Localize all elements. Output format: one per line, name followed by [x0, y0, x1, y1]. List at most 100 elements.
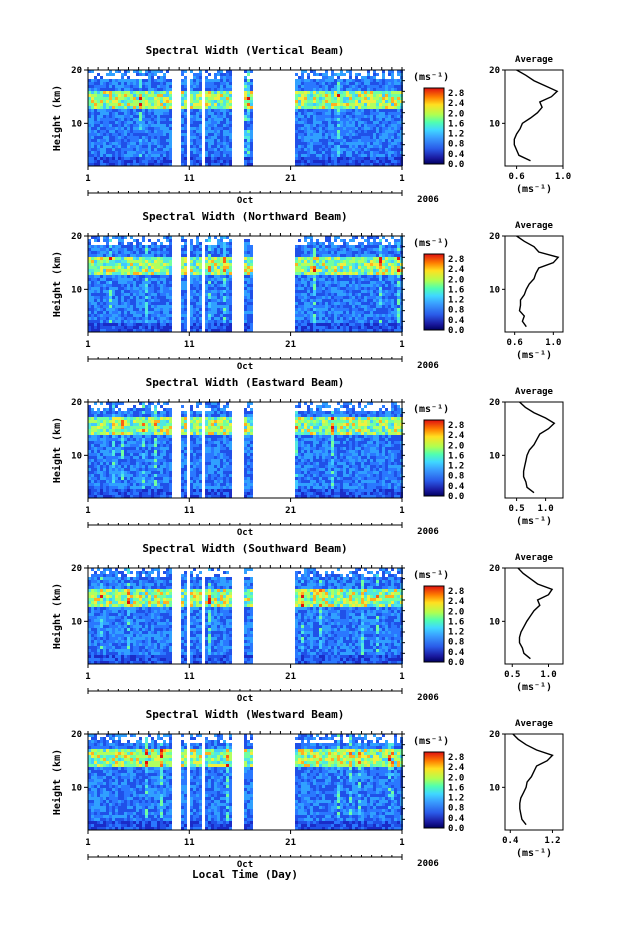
heatmap-cell — [130, 100, 133, 103]
heatmap-cell — [190, 311, 193, 314]
heatmap-cell — [358, 163, 361, 166]
heatmap-cell — [358, 245, 361, 248]
heatmap-cell — [130, 88, 133, 91]
heatmap-cell — [148, 299, 151, 302]
heatmap-cell — [217, 142, 220, 145]
heatmap-cell — [373, 254, 376, 257]
heatmap-cell — [199, 269, 202, 272]
heatmap-cell — [334, 88, 337, 91]
heatmap-cell — [385, 314, 388, 317]
heatmap-cell — [226, 293, 229, 296]
heatmap-cell — [385, 103, 388, 106]
heatmap-cell — [355, 320, 358, 323]
heatmap-cell — [319, 254, 322, 257]
heatmap-cell — [367, 148, 370, 151]
heatmap-cell — [367, 290, 370, 293]
heatmap-cell — [157, 248, 160, 251]
heatmap-cell — [109, 245, 112, 248]
heatmap-cell — [328, 115, 331, 118]
heatmap-cell — [367, 293, 370, 296]
heatmap-cell — [343, 127, 346, 130]
heatmap-cell — [214, 272, 217, 275]
heatmap-cell — [112, 85, 115, 88]
heatmap-cell — [109, 151, 112, 154]
heatmap-cell — [139, 121, 142, 124]
heatmap-cell — [244, 79, 247, 82]
heatmap-cell — [157, 257, 160, 260]
heatmap-cell — [229, 73, 232, 76]
heatmap-cell — [367, 248, 370, 251]
heatmap-cell — [250, 317, 253, 320]
heatmap-cell — [196, 254, 199, 257]
heatmap-cell — [340, 278, 343, 281]
heatmap-cell — [112, 100, 115, 103]
heatmap-cell — [166, 139, 169, 142]
heatmap-cell — [199, 290, 202, 293]
heatmap-cell — [370, 314, 373, 317]
heatmap-cell — [346, 127, 349, 130]
heatmap-cell — [310, 100, 313, 103]
heatmap-cell — [148, 139, 151, 142]
heatmap-cell — [124, 82, 127, 85]
heatmap-cell — [169, 275, 172, 278]
heatmap-cell — [118, 239, 121, 242]
heatmap-cell — [166, 299, 169, 302]
heatmap-cell — [160, 97, 163, 100]
heatmap-cell — [394, 112, 397, 115]
heatmap-cell — [229, 85, 232, 88]
heatmap-cell — [190, 329, 193, 332]
heatmap-cell — [331, 130, 334, 133]
heatmap-cell — [136, 79, 139, 82]
heatmap-cell — [193, 314, 196, 317]
heatmap-cell — [310, 127, 313, 130]
heatmap-cell — [124, 145, 127, 148]
heatmap-cell — [91, 326, 94, 329]
heatmap-cell — [361, 112, 364, 115]
heatmap-cell — [160, 314, 163, 317]
heatmap-cell — [337, 248, 340, 251]
heatmap-cell — [247, 326, 250, 329]
heatmap-cell — [169, 272, 172, 275]
heatmap-cell — [250, 311, 253, 314]
heatmap-cell — [220, 284, 223, 287]
heatmap-cell — [115, 245, 118, 248]
heatmap-cell — [388, 272, 391, 275]
heatmap-cell — [100, 311, 103, 314]
heatmap-cell — [247, 290, 250, 293]
heatmap-cell — [142, 293, 145, 296]
heatmap-cell — [154, 70, 157, 73]
heatmap-cell — [298, 317, 301, 320]
heatmap-cell — [217, 281, 220, 284]
heatmap-cell — [355, 323, 358, 326]
heatmap-cell — [346, 133, 349, 136]
heatmap-cell — [208, 88, 211, 91]
heatmap-cell — [298, 136, 301, 139]
heatmap-cell — [217, 91, 220, 94]
heatmap-cell — [88, 139, 91, 142]
heatmap-cell — [355, 121, 358, 124]
heatmap-cell — [325, 136, 328, 139]
heatmap-cell — [244, 148, 247, 151]
heatmap-cell — [127, 145, 130, 148]
heatmap-cell — [244, 121, 247, 124]
heatmap-cell — [184, 160, 187, 163]
heatmap-cell — [361, 139, 364, 142]
heatmap-cell — [331, 124, 334, 127]
heatmap-cell — [106, 269, 109, 272]
heatmap-cell — [88, 239, 91, 242]
heatmap-cell — [100, 326, 103, 329]
heatmap-cell — [331, 145, 334, 148]
heatmap-cell — [181, 254, 184, 257]
heatmap-cell — [127, 136, 130, 139]
heatmap-cell — [136, 118, 139, 121]
heatmap-cell — [169, 302, 172, 305]
heatmap-cell — [307, 163, 310, 166]
heatmap-cell — [346, 88, 349, 91]
heatmap-cell — [130, 136, 133, 139]
heatmap-cell — [106, 308, 109, 311]
heatmap-cell — [343, 323, 346, 326]
heatmap-cell — [145, 136, 148, 139]
heatmap-cell — [112, 91, 115, 94]
heatmap-cell — [307, 272, 310, 275]
heatmap-cell — [166, 254, 169, 257]
